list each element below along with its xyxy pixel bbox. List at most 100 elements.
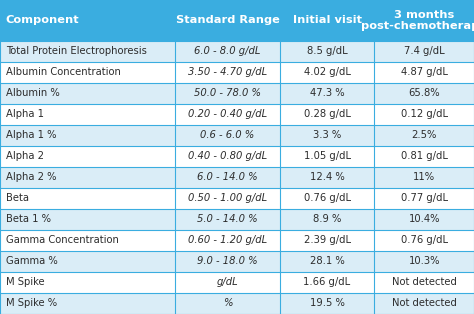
Bar [280, 125, 374, 146]
Bar [175, 272, 280, 293]
Bar [0, 188, 175, 209]
Text: 3.3 %: 3.3 % [313, 130, 341, 140]
Bar [0, 251, 175, 272]
Text: Alpha 2 %: Alpha 2 % [6, 172, 56, 182]
Text: M Spike %: M Spike % [6, 299, 57, 308]
Text: 0.40 - 0.80 g/dL: 0.40 - 0.80 g/dL [188, 151, 267, 161]
Bar [0, 272, 175, 293]
Text: 4.87 g/dL: 4.87 g/dL [401, 67, 447, 77]
Text: 0.20 - 0.40 g/dL: 0.20 - 0.40 g/dL [188, 109, 267, 119]
Bar [374, 167, 474, 188]
Bar [0, 230, 175, 251]
Bar [374, 83, 474, 104]
Bar [175, 0, 280, 41]
Bar [374, 41, 474, 62]
Bar [280, 293, 374, 314]
Bar [175, 83, 280, 104]
Text: 7.4 g/dL: 7.4 g/dL [404, 46, 445, 56]
Text: 0.81 g/dL: 0.81 g/dL [401, 151, 447, 161]
Bar [280, 251, 374, 272]
Bar [280, 41, 374, 62]
Bar [280, 167, 374, 188]
Text: 19.5 %: 19.5 % [310, 299, 345, 308]
Bar [374, 0, 474, 41]
Text: 28.1 %: 28.1 % [310, 257, 345, 267]
Text: Standard Range: Standard Range [175, 15, 280, 25]
Bar [0, 293, 175, 314]
Bar [175, 41, 280, 62]
Bar [0, 104, 175, 125]
Bar [0, 146, 175, 167]
Bar [374, 146, 474, 167]
Bar [0, 167, 175, 188]
Text: 11%: 11% [413, 172, 435, 182]
Bar [175, 125, 280, 146]
Text: M Spike: M Spike [6, 278, 44, 288]
Bar [280, 230, 374, 251]
Text: Beta: Beta [6, 193, 29, 203]
Text: 1.66 g/dL: 1.66 g/dL [303, 278, 351, 288]
Bar [0, 41, 175, 62]
Bar [280, 83, 374, 104]
Text: 3 months
post-chemotherapy: 3 months post-chemotherapy [361, 10, 474, 31]
Text: Alpha 1: Alpha 1 [6, 109, 44, 119]
Text: 50.0 - 78.0 %: 50.0 - 78.0 % [194, 88, 261, 98]
Text: Total Protein Electrophoresis: Total Protein Electrophoresis [6, 46, 146, 56]
Text: Alpha 1 %: Alpha 1 % [6, 130, 56, 140]
Bar [374, 125, 474, 146]
Text: 6.0 - 8.0 g/dL: 6.0 - 8.0 g/dL [194, 46, 261, 56]
Bar [175, 293, 280, 314]
Bar [175, 146, 280, 167]
Bar [0, 0, 175, 41]
Bar [280, 146, 374, 167]
Text: 0.6 - 6.0 %: 0.6 - 6.0 % [201, 130, 255, 140]
Bar [175, 62, 280, 83]
Text: Alpha 2: Alpha 2 [6, 151, 44, 161]
Bar [0, 62, 175, 83]
Bar [280, 209, 374, 230]
Text: 0.28 g/dL: 0.28 g/dL [304, 109, 350, 119]
Bar [175, 188, 280, 209]
Text: 9.0 - 18.0 %: 9.0 - 18.0 % [197, 257, 258, 267]
Text: 0.12 g/dL: 0.12 g/dL [401, 109, 448, 119]
Bar [374, 230, 474, 251]
Bar [175, 167, 280, 188]
Text: Component: Component [6, 15, 79, 25]
Bar [175, 230, 280, 251]
Text: 2.39 g/dL: 2.39 g/dL [303, 236, 351, 246]
Bar [175, 251, 280, 272]
Text: 4.02 g/dL: 4.02 g/dL [304, 67, 350, 77]
Text: 0.76 g/dL: 0.76 g/dL [401, 236, 448, 246]
Bar [280, 104, 374, 125]
Text: Albumin Concentration: Albumin Concentration [6, 67, 120, 77]
Text: 0.76 g/dL: 0.76 g/dL [303, 193, 351, 203]
Bar [280, 0, 374, 41]
Text: 6.0 - 14.0 %: 6.0 - 14.0 % [197, 172, 258, 182]
Bar [0, 209, 175, 230]
Text: 3.50 - 4.70 g/dL: 3.50 - 4.70 g/dL [188, 67, 267, 77]
Text: 5.0 - 14.0 %: 5.0 - 14.0 % [197, 214, 258, 225]
Text: 0.60 - 1.20 g/dL: 0.60 - 1.20 g/dL [188, 236, 267, 246]
Text: 1.05 g/dL: 1.05 g/dL [303, 151, 351, 161]
Text: 8.5 g/dL: 8.5 g/dL [307, 46, 347, 56]
Text: g/dL: g/dL [217, 278, 238, 288]
Bar [374, 188, 474, 209]
Bar [280, 272, 374, 293]
Text: 10.4%: 10.4% [409, 214, 440, 225]
Text: 65.8%: 65.8% [409, 88, 440, 98]
Bar [175, 104, 280, 125]
Bar [374, 62, 474, 83]
Bar [280, 188, 374, 209]
Text: Albumin %: Albumin % [6, 88, 59, 98]
Text: Initial visit: Initial visit [292, 15, 362, 25]
Text: %: % [223, 299, 232, 308]
Bar [0, 83, 175, 104]
Text: 47.3 %: 47.3 % [310, 88, 345, 98]
Text: 2.5%: 2.5% [411, 130, 437, 140]
Text: Gamma Concentration: Gamma Concentration [6, 236, 118, 246]
Bar [374, 251, 474, 272]
Text: Beta 1 %: Beta 1 % [6, 214, 51, 225]
Bar [374, 209, 474, 230]
Text: 12.4 %: 12.4 % [310, 172, 345, 182]
Bar [374, 272, 474, 293]
